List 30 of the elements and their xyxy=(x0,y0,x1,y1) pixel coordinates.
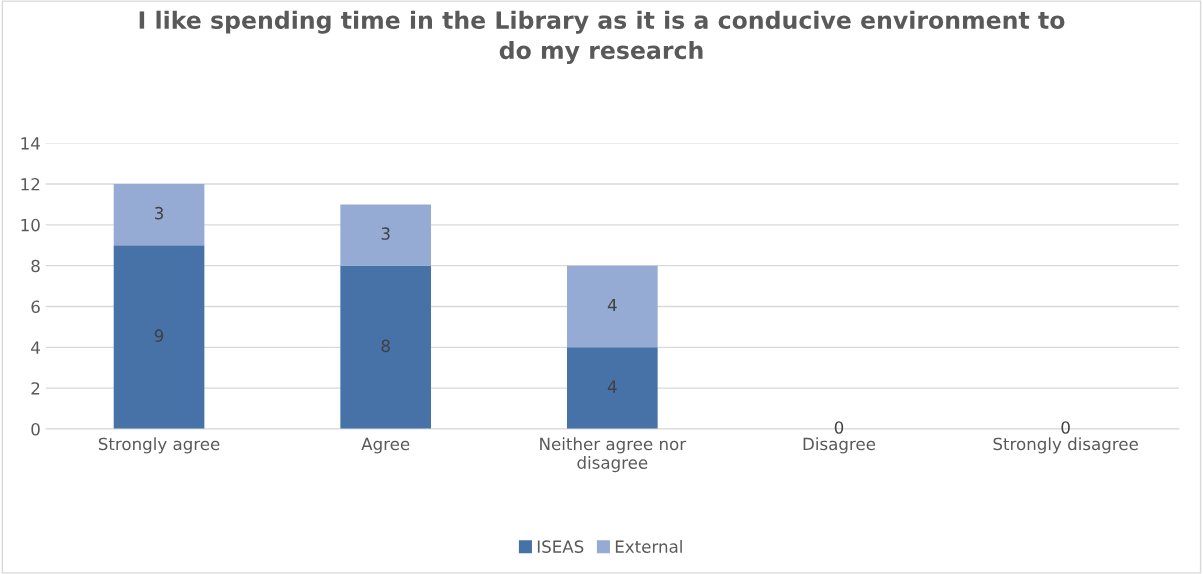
y-tick-label: 6 xyxy=(31,300,40,314)
y-tick-label: 12 xyxy=(21,177,40,191)
x-tick-label: Strongly disagree xyxy=(993,437,1138,454)
data-label: 4 xyxy=(607,380,617,393)
data-label: 0 xyxy=(834,421,844,434)
y-tick-label: 10 xyxy=(21,218,40,232)
bar xyxy=(113,245,205,430)
y-tick-label: 2 xyxy=(31,382,40,395)
data-label: 4 xyxy=(607,298,617,312)
data-label: 0 xyxy=(1061,421,1070,434)
bar xyxy=(113,183,205,246)
x-tick-label: Agree xyxy=(361,437,410,454)
bar xyxy=(567,265,658,348)
y-tick-label: 0 xyxy=(31,422,40,436)
data-label: 3 xyxy=(381,227,390,240)
x-tick-label: Neither agree nor disagree xyxy=(540,437,687,473)
bar xyxy=(340,204,432,266)
x-tick-label: Strongly agree xyxy=(98,437,220,454)
x-tick-label: Disagree xyxy=(803,437,876,454)
legend-label: External xyxy=(615,540,682,553)
chart-title: I like spending time in the Library as it is a conducive environment to do my research xyxy=(139,10,1065,64)
y-tick-label: 14 xyxy=(21,137,40,150)
bar xyxy=(340,265,432,430)
bar xyxy=(567,347,658,430)
y-tick-label: 8 xyxy=(31,259,40,273)
legend-label: ISEAS xyxy=(537,540,584,553)
data-label: 9 xyxy=(154,329,164,342)
data-label: 3 xyxy=(155,206,163,220)
y-tick-label: 4 xyxy=(31,341,40,354)
data-label: 8 xyxy=(381,339,390,353)
